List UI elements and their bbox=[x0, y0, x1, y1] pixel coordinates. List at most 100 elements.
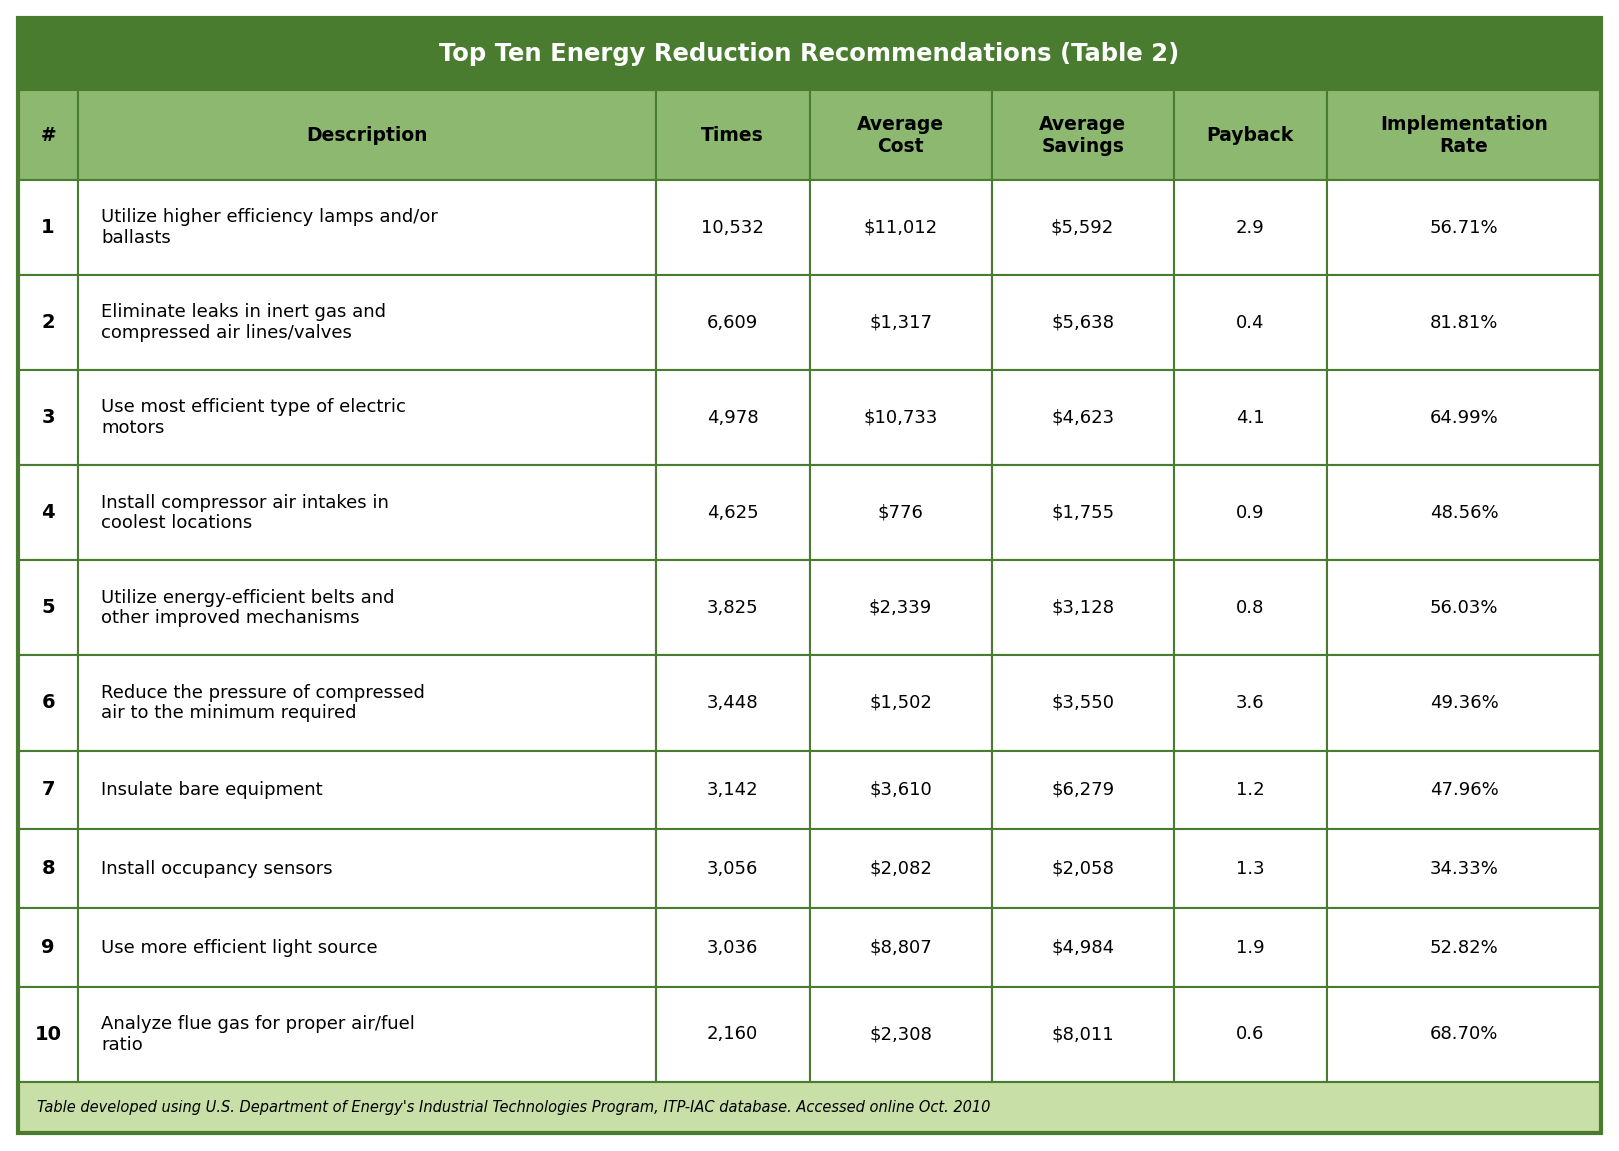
Bar bbox=[1174, 655, 1328, 750]
Text: $10,733: $10,733 bbox=[863, 409, 937, 427]
Text: Eliminate leaks in inert gas and
compressed air lines/valves: Eliminate leaks in inert gas and compres… bbox=[102, 304, 387, 342]
Text: Insulate bare equipment: Insulate bare equipment bbox=[102, 780, 322, 799]
Bar bbox=[810, 655, 991, 750]
Text: 3,142: 3,142 bbox=[708, 780, 759, 799]
Bar bbox=[78, 908, 656, 986]
Bar bbox=[78, 750, 656, 830]
Text: 3,448: 3,448 bbox=[708, 694, 759, 712]
Text: Utilize higher efficiency lamps and/or
ballasts: Utilize higher efficiency lamps and/or b… bbox=[102, 208, 439, 247]
Text: Use more efficient light source: Use more efficient light source bbox=[102, 938, 377, 956]
Text: $5,638: $5,638 bbox=[1051, 314, 1114, 331]
Bar bbox=[1174, 908, 1328, 986]
Bar bbox=[810, 830, 991, 908]
Bar bbox=[810, 465, 991, 561]
Bar bbox=[1328, 181, 1601, 275]
Bar bbox=[1174, 275, 1328, 371]
Text: 0.8: 0.8 bbox=[1237, 599, 1264, 617]
Text: 9: 9 bbox=[42, 938, 55, 956]
Bar bbox=[991, 830, 1174, 908]
Text: 10: 10 bbox=[34, 1026, 62, 1044]
Text: 64.99%: 64.99% bbox=[1430, 409, 1499, 427]
Bar bbox=[78, 181, 656, 275]
Bar bbox=[78, 90, 656, 181]
Bar bbox=[1328, 90, 1601, 181]
Text: Times: Times bbox=[701, 125, 764, 145]
Bar bbox=[810, 561, 991, 655]
Text: 5: 5 bbox=[40, 599, 55, 617]
Bar bbox=[18, 1082, 1601, 1133]
Text: Description: Description bbox=[306, 125, 427, 145]
Text: 6,609: 6,609 bbox=[708, 314, 758, 331]
Text: $776: $776 bbox=[877, 504, 923, 521]
Bar bbox=[810, 181, 991, 275]
Text: Install occupancy sensors: Install occupancy sensors bbox=[102, 860, 334, 878]
Text: 4.1: 4.1 bbox=[1235, 409, 1264, 427]
Text: Install compressor air intakes in
coolest locations: Install compressor air intakes in cooles… bbox=[102, 494, 389, 532]
Bar bbox=[18, 18, 1601, 90]
Bar bbox=[18, 561, 78, 655]
Text: $11,012: $11,012 bbox=[863, 219, 937, 237]
Text: 52.82%: 52.82% bbox=[1430, 938, 1499, 956]
Bar bbox=[18, 465, 78, 561]
Text: Payback: Payback bbox=[1206, 125, 1294, 145]
Text: $2,339: $2,339 bbox=[869, 599, 933, 617]
Text: Use most efficient type of electric
motors: Use most efficient type of electric moto… bbox=[102, 398, 406, 437]
Text: 1.9: 1.9 bbox=[1235, 938, 1264, 956]
Bar bbox=[656, 465, 810, 561]
Text: Average
Cost: Average Cost bbox=[856, 115, 944, 155]
Text: 0.6: 0.6 bbox=[1237, 1026, 1264, 1044]
Text: 3,036: 3,036 bbox=[708, 938, 758, 956]
Bar bbox=[18, 371, 78, 465]
Text: $4,623: $4,623 bbox=[1051, 409, 1114, 427]
Bar bbox=[991, 90, 1174, 181]
Text: 47.96%: 47.96% bbox=[1430, 780, 1499, 799]
Bar bbox=[18, 908, 78, 986]
Bar bbox=[656, 830, 810, 908]
Bar bbox=[1328, 655, 1601, 750]
Bar bbox=[1174, 90, 1328, 181]
Bar bbox=[810, 750, 991, 830]
Text: 4,978: 4,978 bbox=[708, 409, 759, 427]
Text: Table developed using U.S. Department of Energy's Industrial Technologies Progra: Table developed using U.S. Department of… bbox=[37, 1100, 991, 1115]
Text: $1,755: $1,755 bbox=[1051, 504, 1114, 521]
Bar bbox=[656, 371, 810, 465]
Bar bbox=[78, 830, 656, 908]
Text: 4,625: 4,625 bbox=[708, 504, 759, 521]
Bar bbox=[991, 371, 1174, 465]
Bar bbox=[1328, 561, 1601, 655]
Bar bbox=[656, 655, 810, 750]
Text: 3: 3 bbox=[42, 409, 55, 427]
Text: 2.9: 2.9 bbox=[1235, 219, 1264, 237]
Bar bbox=[1328, 908, 1601, 986]
Bar bbox=[991, 908, 1174, 986]
Text: 1: 1 bbox=[40, 219, 55, 237]
Text: $2,308: $2,308 bbox=[869, 1026, 933, 1044]
Bar bbox=[656, 986, 810, 1082]
Text: 3,056: 3,056 bbox=[708, 860, 758, 878]
Bar bbox=[991, 750, 1174, 830]
Bar bbox=[1328, 371, 1601, 465]
Bar bbox=[18, 275, 78, 371]
Text: 68.70%: 68.70% bbox=[1430, 1026, 1498, 1044]
Text: $6,279: $6,279 bbox=[1051, 780, 1114, 799]
Text: Analyze flue gas for proper air/fuel
ratio: Analyze flue gas for proper air/fuel rat… bbox=[102, 1015, 414, 1054]
Text: 1.2: 1.2 bbox=[1235, 780, 1264, 799]
Bar bbox=[810, 908, 991, 986]
Bar bbox=[1328, 465, 1601, 561]
Text: $1,502: $1,502 bbox=[869, 694, 933, 712]
Text: $5,592: $5,592 bbox=[1051, 219, 1114, 237]
Text: 6: 6 bbox=[40, 694, 55, 712]
Bar bbox=[78, 371, 656, 465]
Bar bbox=[1174, 561, 1328, 655]
Bar bbox=[991, 275, 1174, 371]
Text: 7: 7 bbox=[42, 780, 55, 800]
Bar bbox=[78, 561, 656, 655]
Bar bbox=[991, 986, 1174, 1082]
Text: 10,532: 10,532 bbox=[701, 219, 764, 237]
Text: Average
Savings: Average Savings bbox=[1039, 115, 1127, 155]
Bar bbox=[18, 90, 78, 181]
Bar bbox=[991, 181, 1174, 275]
Bar bbox=[18, 750, 78, 830]
Bar bbox=[656, 90, 810, 181]
Bar bbox=[1328, 750, 1601, 830]
